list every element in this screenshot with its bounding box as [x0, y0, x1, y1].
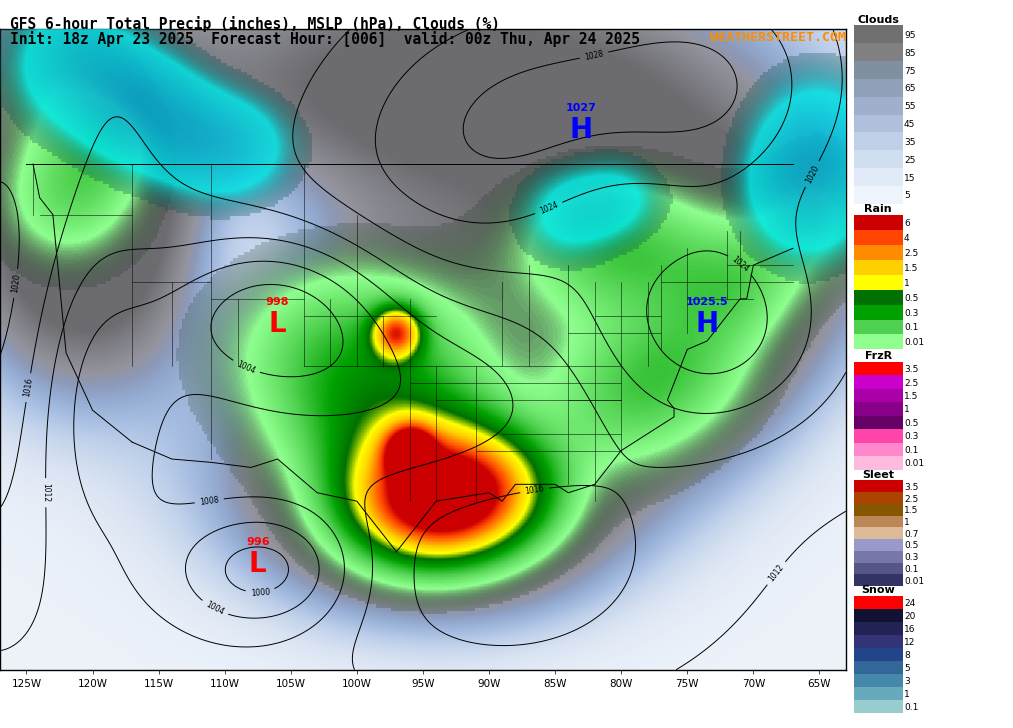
Bar	[854, 527, 903, 539]
Bar	[854, 429, 903, 443]
Bar	[854, 574, 903, 586]
Text: 1012: 1012	[42, 483, 51, 502]
Text: L: L	[268, 310, 287, 338]
Bar	[854, 416, 903, 429]
Bar	[854, 44, 903, 61]
Text: 1016: 1016	[525, 484, 545, 496]
Bar	[854, 215, 903, 230]
Bar	[854, 700, 903, 713]
Bar	[854, 609, 903, 622]
Bar	[854, 687, 903, 700]
Bar	[854, 515, 903, 527]
Bar	[854, 230, 903, 245]
Bar	[854, 25, 903, 44]
Text: WEATHERSTREET.COM: WEATHERSTREET.COM	[710, 31, 846, 44]
Title: Sleet: Sleet	[862, 470, 894, 480]
Bar	[854, 635, 903, 648]
Text: 1025.5: 1025.5	[686, 297, 728, 307]
Text: 1016: 1016	[22, 377, 34, 397]
Bar	[854, 492, 903, 504]
Bar	[854, 375, 903, 389]
Text: L: L	[249, 550, 266, 577]
Title: Snow: Snow	[861, 585, 895, 595]
Text: GFS 6-hour Total Precip (inches), MSLP (hPa), Clouds (%): GFS 6-hour Total Precip (inches), MSLP (…	[10, 16, 500, 32]
Bar	[854, 362, 903, 376]
Bar	[854, 674, 903, 687]
Text: 1027: 1027	[566, 103, 597, 114]
Bar	[854, 480, 903, 492]
Bar	[854, 661, 903, 674]
Text: 1012: 1012	[767, 563, 786, 583]
Title: Clouds: Clouds	[857, 15, 900, 25]
Bar	[854, 260, 903, 274]
Bar	[854, 79, 903, 97]
Text: Init: 18z Apr 23 2025  Forecast Hour: [006]  valid: 00z Thu, Apr 24 2025: Init: 18z Apr 23 2025 Forecast Hour: [00…	[10, 31, 640, 47]
Bar	[854, 168, 903, 186]
Bar	[854, 563, 903, 574]
Bar	[854, 274, 903, 290]
Bar	[854, 389, 903, 402]
Bar	[854, 539, 903, 551]
Text: 1004: 1004	[204, 600, 225, 617]
Bar	[854, 304, 903, 320]
Bar	[854, 114, 903, 132]
Text: H: H	[696, 310, 718, 338]
Bar	[854, 402, 903, 416]
Bar	[854, 290, 903, 304]
Text: 1020: 1020	[803, 163, 821, 185]
Bar	[854, 97, 903, 115]
Text: 1008: 1008	[200, 495, 220, 507]
Text: 1024: 1024	[730, 255, 751, 274]
Bar	[854, 504, 903, 515]
Text: 996: 996	[246, 537, 269, 547]
Bar	[854, 456, 903, 470]
Text: 1024: 1024	[538, 200, 559, 216]
Bar	[854, 245, 903, 260]
Bar	[854, 648, 903, 661]
Bar	[854, 320, 903, 334]
Text: H: H	[570, 116, 593, 144]
Text: 998: 998	[265, 297, 290, 307]
Bar	[854, 186, 903, 204]
Bar	[854, 551, 903, 563]
Bar	[854, 150, 903, 168]
Text: 1004: 1004	[235, 359, 257, 376]
Bar	[854, 132, 903, 150]
Bar	[854, 334, 903, 349]
Text: 1020: 1020	[10, 273, 21, 293]
Bar	[854, 622, 903, 635]
Bar	[854, 61, 903, 79]
Text: 1000: 1000	[250, 587, 270, 598]
Text: 1028: 1028	[583, 49, 605, 62]
Title: Rain: Rain	[864, 204, 892, 214]
Bar	[854, 443, 903, 456]
Title: FrzR: FrzR	[865, 351, 891, 361]
Bar	[854, 596, 903, 609]
